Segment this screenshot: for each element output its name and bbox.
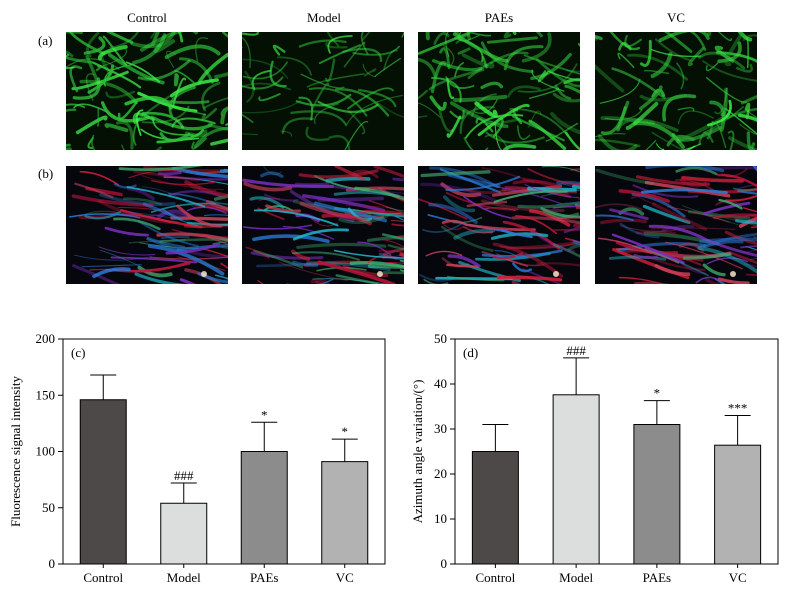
x-tick-label-vc: VC — [729, 570, 747, 585]
significance-vc: * — [342, 424, 349, 439]
x-tick-label-vc: VC — [336, 570, 354, 585]
color-image-b-model-svg — [242, 166, 404, 284]
chart-c-svg: (c) 0 50 100 150 200 Fluorescence signal inten… — [8, 331, 386, 585]
bar-vc — [714, 444, 762, 565]
panel-label: (d) — [463, 345, 478, 360]
y-tick-label: 150 — [36, 387, 56, 402]
y-tick-label: 50 — [42, 500, 55, 515]
y-tick-label: 10 — [434, 511, 447, 526]
bar-model — [552, 394, 600, 565]
fiber-image-a-control-svg — [66, 32, 228, 150]
y-tick-label: 0 — [49, 556, 56, 571]
color-image-b-vc-svg — [595, 166, 757, 284]
y-tick-label: 40 — [434, 376, 447, 391]
x-tick-label-paes: PAEs — [250, 570, 278, 585]
chart-d-svg: (d) 0 10 20 30 40 50 Azimuth angle variation/(°… — [410, 331, 779, 585]
color-image-b-paes-svg — [418, 166, 580, 284]
x-tick-label-paes: PAEs — [643, 570, 671, 585]
y-tick-label: 0 — [441, 556, 448, 571]
color-image-b-control — [66, 166, 228, 284]
y-tick-label: 200 — [36, 331, 56, 346]
fiber-image-a-vc — [595, 32, 757, 150]
x-tick-label-model: Model — [167, 570, 201, 585]
y-tick-label: 100 — [36, 444, 56, 459]
fiber-image-a-model-svg — [242, 32, 404, 150]
column-title-vc: VC — [666, 10, 686, 25]
chart-d: (d) 0 10 20 30 40 50 Azimuth angle variation/(°… — [392, 330, 785, 596]
row-label-a: (a) — [38, 33, 53, 48]
y-tick-label: 20 — [434, 466, 447, 481]
y-axis-label: Azimuth angle variation/(°) — [410, 380, 425, 524]
significance-vc: *** — [728, 401, 748, 416]
color-image-b-paes — [418, 166, 580, 284]
column-title-model: Model — [307, 10, 341, 25]
y-axis-label: Fluorescence signal intensity — [8, 376, 23, 527]
bar-vc — [321, 461, 369, 565]
x-tick-label-control: Control — [83, 570, 123, 585]
fiber-image-a-paes-svg — [418, 32, 580, 150]
fiber-image-a-control — [66, 32, 228, 150]
color-image-b-model — [242, 166, 404, 284]
column-title-paes: PAEs — [484, 10, 514, 25]
chart-c: (c) 0 50 100 150 200 Fluorescence signal inten… — [0, 330, 390, 596]
bar-paes — [240, 451, 288, 565]
bar-control — [79, 399, 127, 565]
significance-model: ### — [174, 468, 194, 483]
color-image-b-vc — [595, 166, 757, 284]
row-label-b: (b) — [38, 166, 54, 181]
y-tick-label: 50 — [434, 331, 447, 346]
y-tick-label: 30 — [434, 421, 447, 436]
plot-frame — [454, 338, 779, 565]
x-tick-label-model: Model — [559, 570, 593, 585]
column-title-control: Control — [127, 10, 167, 25]
color-image-b-control-svg — [66, 166, 228, 284]
panel-label: (c) — [71, 345, 85, 360]
significance-model: ### — [566, 343, 586, 358]
fiber-image-a-vc-svg — [595, 32, 757, 150]
bar-model — [160, 502, 208, 565]
bar-control — [471, 451, 519, 565]
fiber-image-a-model — [242, 32, 404, 150]
significance-paes: * — [261, 407, 268, 422]
fiber-image-a-paes — [418, 32, 580, 150]
significance-paes: * — [654, 386, 661, 401]
x-tick-label-control: Control — [476, 570, 516, 585]
bar-paes — [633, 424, 681, 565]
